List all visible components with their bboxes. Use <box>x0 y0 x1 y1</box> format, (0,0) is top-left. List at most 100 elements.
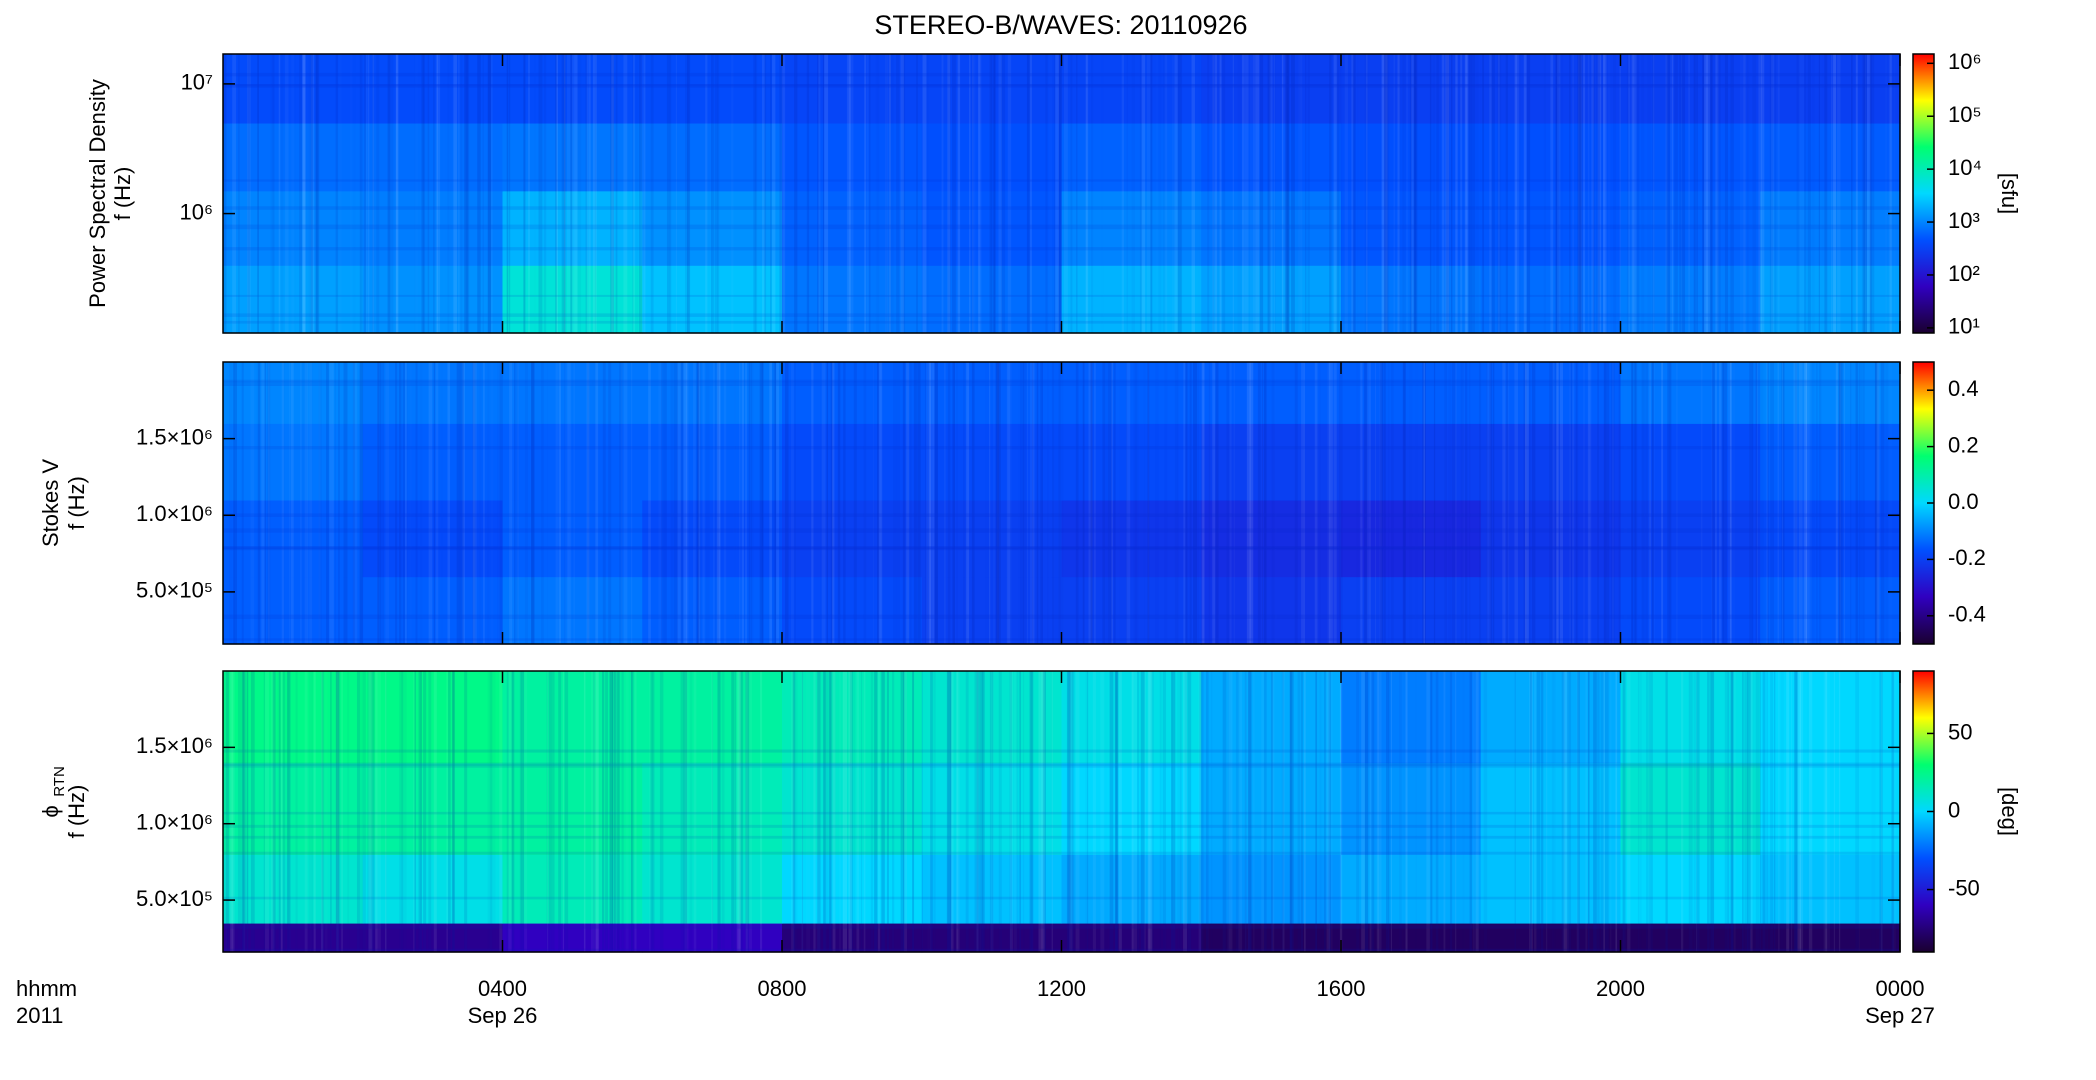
texture-streak <box>1879 671 1883 952</box>
texture-streak <box>1615 671 1618 952</box>
heatmap-cell <box>1341 922 1482 953</box>
texture-streak <box>367 671 371 952</box>
texture-streak <box>1569 54 1571 333</box>
texture-streak <box>418 671 420 952</box>
texture-streak <box>1383 54 1387 333</box>
texture-streak <box>1069 671 1073 952</box>
texture-streak <box>1855 671 1860 952</box>
texture-streak <box>1364 362 1367 644</box>
texture-streak <box>711 671 714 952</box>
heatmap-cell <box>1480 265 1622 334</box>
texture-band <box>223 83 1900 88</box>
texture-streak <box>1273 54 1275 333</box>
texture-streak <box>1023 671 1025 952</box>
texture-streak <box>452 671 455 952</box>
texture-streak <box>1040 362 1043 644</box>
texture-streak <box>1435 671 1439 952</box>
y-axis-label: f (Hz) <box>64 476 89 530</box>
texture-streak <box>1799 671 1804 952</box>
texture-streak <box>761 54 766 333</box>
texture-streak <box>1259 54 1264 333</box>
texture-streak <box>1058 54 1060 333</box>
texture-streak <box>1724 671 1729 952</box>
texture-streak <box>423 671 427 952</box>
texture-streak <box>1430 671 1433 952</box>
texture-streak <box>1497 54 1501 333</box>
texture-streak <box>1747 671 1752 952</box>
texture-streak <box>1174 362 1179 644</box>
texture-streak <box>830 362 834 644</box>
texture-streak <box>1797 671 1802 952</box>
texture-streak <box>389 54 394 333</box>
texture-streak <box>1556 362 1559 644</box>
texture-streak <box>866 54 868 333</box>
texture-streak <box>843 54 845 333</box>
texture-streak <box>1085 54 1088 333</box>
texture-streak <box>1432 54 1436 333</box>
texture-streak <box>1360 362 1363 644</box>
texture-streak <box>349 54 352 333</box>
texture-streak <box>1449 671 1453 952</box>
texture-streak <box>272 671 276 952</box>
texture-streak <box>1019 671 1021 952</box>
texture-streak <box>336 671 339 952</box>
texture-streak <box>1766 671 1768 952</box>
texture-streak <box>1133 362 1137 644</box>
texture-streak <box>247 54 250 333</box>
texture-streak <box>1271 671 1275 952</box>
texture-streak <box>402 362 405 644</box>
texture-streak <box>1388 362 1389 644</box>
texture-streak <box>1838 362 1843 644</box>
texture-streak <box>1796 54 1800 333</box>
texture-streak <box>1146 54 1151 333</box>
colorbar-tick-label: 10³ <box>1948 208 1980 233</box>
texture-streak <box>1767 362 1769 644</box>
texture-streak <box>1801 54 1805 333</box>
texture-streak <box>944 362 946 644</box>
texture-streak <box>464 671 468 952</box>
texture-streak <box>690 671 692 952</box>
texture-streak <box>739 362 741 644</box>
texture-streak <box>1271 671 1274 952</box>
colorbar-label: [deg] <box>1997 787 2022 836</box>
heatmap-cell <box>642 423 783 501</box>
texture-streak <box>1831 54 1833 333</box>
texture-streak <box>1723 362 1727 644</box>
texture-streak <box>1446 54 1449 333</box>
texture-streak <box>1092 671 1096 952</box>
texture-streak <box>304 671 308 952</box>
texture-streak <box>385 362 389 644</box>
texture-streak <box>1862 362 1865 644</box>
texture-streak <box>997 362 1002 644</box>
texture-streak <box>1670 54 1673 333</box>
texture-streak <box>1203 362 1205 644</box>
y-tick-label: 1.0×10⁶ <box>136 501 213 526</box>
texture-streak <box>998 54 1002 333</box>
texture-streak <box>321 671 324 952</box>
texture-streak <box>1329 54 1332 333</box>
texture-streak <box>1603 54 1606 333</box>
texture-streak <box>1304 362 1306 644</box>
texture-streak <box>541 362 544 644</box>
texture-streak <box>1232 54 1234 333</box>
texture-streak <box>237 671 242 952</box>
texture-streak <box>1866 54 1871 333</box>
texture-streak <box>717 362 719 644</box>
texture-streak <box>442 54 445 333</box>
texture-streak <box>972 54 975 333</box>
texture-streak <box>1415 362 1418 644</box>
texture-streak <box>1009 671 1012 952</box>
heatmap-cell <box>502 762 643 855</box>
texture-streak <box>223 54 226 333</box>
texture-streak <box>991 671 994 952</box>
texture-streak <box>1727 671 1730 952</box>
y-tick-label: 1.0×10⁶ <box>136 810 213 835</box>
texture-streak <box>1414 54 1417 333</box>
texture-streak <box>370 671 375 952</box>
texture-streak <box>1075 362 1079 644</box>
texture-streak <box>1891 671 1894 952</box>
texture-streak <box>1326 671 1331 952</box>
texture-band <box>223 513 1900 517</box>
